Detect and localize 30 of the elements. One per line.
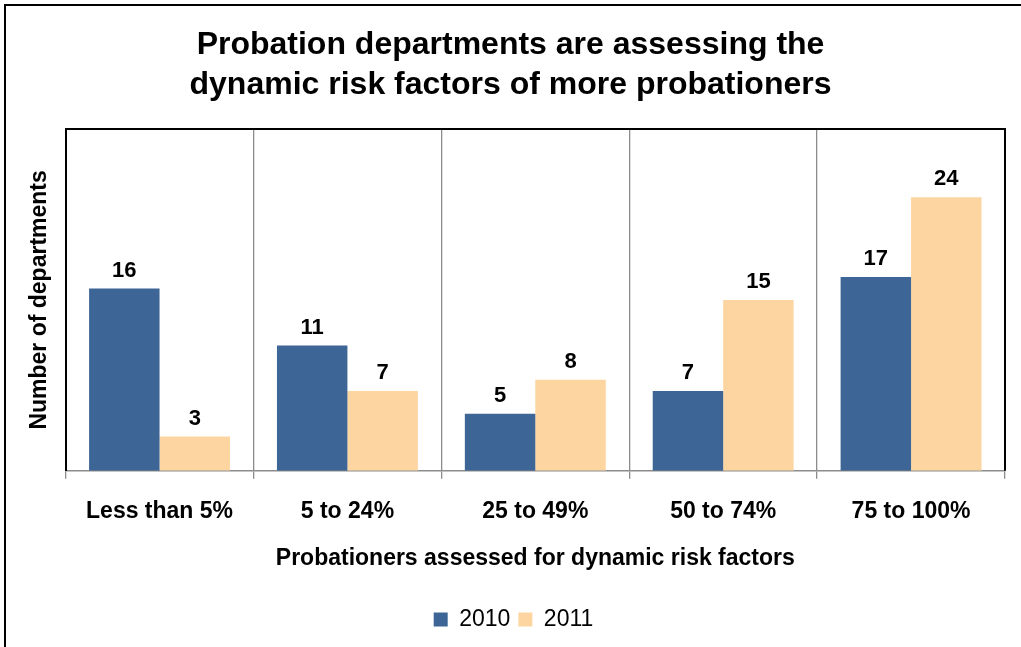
bar <box>464 413 536 471</box>
data-label: 15 <box>746 267 771 293</box>
data-label: 3 <box>188 404 201 430</box>
x-tick-label: 25 to 49% <box>482 496 589 523</box>
bar <box>347 391 418 471</box>
data-label: 17 <box>863 245 889 271</box>
data-label: 7 <box>376 359 389 385</box>
x-axis-title: Probationers assessed for dynamic risk factors <box>275 543 795 570</box>
data-label: 24 <box>934 165 960 191</box>
chart-title: Probation departments are assessing the dynamic risk factors of more probationers <box>188 24 833 103</box>
data-label: 8 <box>564 347 577 373</box>
data-label: 11 <box>300 313 324 339</box>
bar <box>723 299 794 471</box>
x-tick-label: 75 to 100% <box>851 496 971 523</box>
data-label: 5 <box>493 381 507 407</box>
bar <box>652 391 724 471</box>
legend-label: 2010 <box>459 604 511 631</box>
bar <box>911 197 982 471</box>
bar <box>276 345 348 471</box>
bar <box>159 436 230 471</box>
x-tick-label: 5 to 24% <box>300 496 395 523</box>
bar <box>89 288 160 471</box>
y-axis-title: Number of departments <box>25 170 52 430</box>
data-label: 16 <box>112 256 137 282</box>
x-tick-label: 50 to 74% <box>670 496 777 523</box>
legend-label: 2011 <box>543 604 594 631</box>
bar <box>535 379 606 471</box>
x-tick-label: Less than 5% <box>86 496 234 523</box>
data-label: 7 <box>681 359 695 385</box>
bar <box>840 277 912 471</box>
